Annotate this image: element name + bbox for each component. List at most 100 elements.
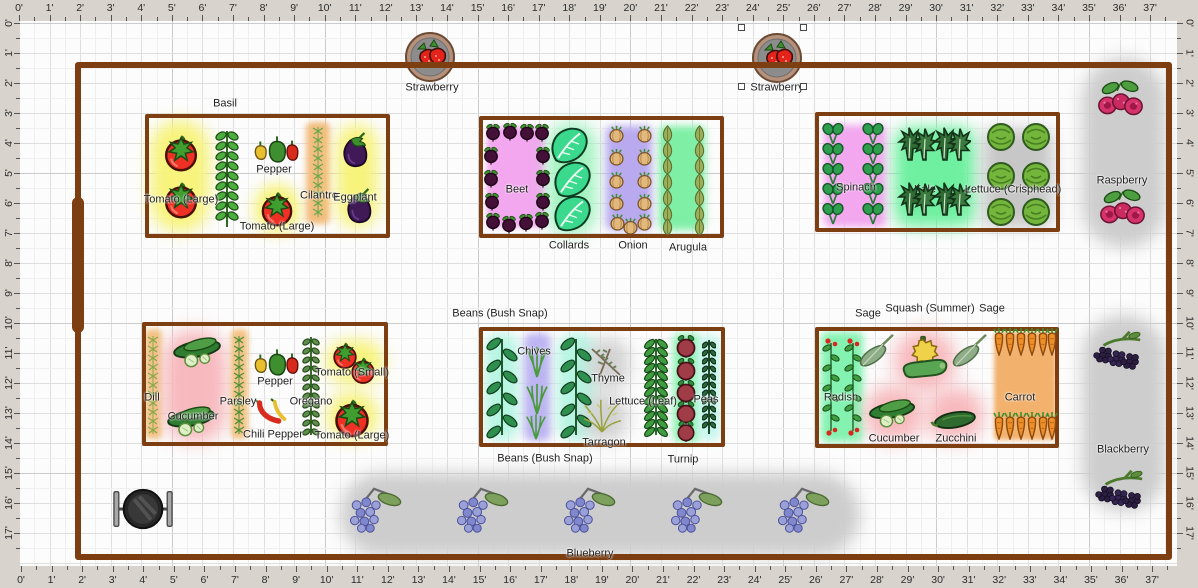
selection-handle[interactable] [738,24,745,31]
collard-icon[interactable] [551,158,595,198]
spinach-icon[interactable] [860,202,886,226]
beet-icon[interactable] [519,123,535,142]
lettuce-head-icon[interactable] [986,122,1016,152]
blueberry-icon[interactable] [561,485,617,533]
blackberry-icon[interactable] [1090,329,1146,371]
plant-label[interactable]: Carrot [1004,391,1036,404]
bean-icon[interactable] [558,335,594,439]
plant-label[interactable]: Tomato (Small) [315,366,389,379]
onion-icon[interactable] [622,216,639,236]
bed-basil[interactable] [145,114,390,238]
raspberry-icon[interactable] [1096,187,1148,229]
beet-icon[interactable] [501,215,517,234]
basil-icon[interactable] [213,127,241,231]
ruler-top[interactable] [0,0,1198,21]
carrot-icon[interactable] [1037,411,1049,440]
plant-label[interactable]: Lettuce (Leaf) [609,395,677,408]
plant-label[interactable]: Eggplant [333,191,377,204]
onion-icon[interactable] [609,212,626,232]
garden-gate[interactable] [72,197,84,333]
lettuce-head-icon[interactable] [1021,161,1051,191]
beet-icon[interactable] [502,122,518,141]
plant-label[interactable]: Peas [693,393,719,406]
carrot-icon[interactable] [1026,411,1038,440]
beet-icon[interactable] [535,169,551,188]
onion-icon[interactable] [608,192,625,212]
plant-label[interactable]: Pepper [256,163,292,176]
onion-icon[interactable] [636,147,653,167]
spinach-icon[interactable] [820,182,846,206]
onion-icon[interactable] [608,124,625,144]
plant-label[interactable]: Radish [823,391,859,404]
eggplant-icon[interactable] [343,187,375,227]
carrot-icon[interactable] [1015,411,1027,440]
plant-label[interactable]: Oregano [289,395,333,408]
tomato-icon[interactable] [159,129,203,173]
carrot-icon[interactable] [1004,327,1016,356]
plant-label[interactable]: Pepper [257,375,293,388]
plant-label[interactable]: Tomato (Large) [239,220,315,233]
blueberry-icon[interactable] [347,485,403,533]
chives-icon[interactable] [524,344,550,378]
selection-handle[interactable] [738,83,745,90]
plant-label[interactable]: Lettuce (Crisphead) [964,183,1062,196]
plant-label[interactable]: Chives [517,345,551,358]
selection-handle[interactable] [800,83,807,90]
lettuce-head-icon[interactable] [1021,122,1051,152]
plant-label[interactable]: Beans (Bush Snap) [497,452,593,465]
plant-label[interactable]: Tomato (Large) [314,429,390,442]
pepper-icon[interactable] [252,133,302,167]
carrot-icon[interactable] [1046,411,1058,440]
carrot-icon[interactable] [1015,327,1027,356]
spinach-icon[interactable] [820,122,846,146]
tomato-icon[interactable] [329,393,375,439]
ruler-left[interactable] [0,21,20,566]
plant-label[interactable]: Sage [855,307,881,320]
carrot-icon[interactable] [1004,411,1016,440]
peas-icon[interactable] [702,336,716,438]
spinach-icon[interactable] [820,142,846,166]
carrot-icon[interactable] [993,327,1005,356]
plant-label[interactable]: Turnip [667,453,699,466]
onion-icon[interactable] [636,192,653,212]
sage-icon[interactable] [950,331,992,369]
onion-icon[interactable] [636,124,653,144]
plant-label[interactable]: Blackberry [1097,443,1149,456]
spinach-icon[interactable] [860,142,886,166]
tomato-icon[interactable] [159,176,203,220]
plant-label[interactable]: Strawberry [750,81,804,94]
spinach-icon[interactable] [820,162,846,186]
chives-icon[interactable] [524,412,548,440]
oregano-icon[interactable] [300,333,322,439]
thyme-icon[interactable] [586,345,626,379]
plant-label[interactable]: Onion [618,239,648,252]
radish-icon[interactable] [844,335,862,439]
carrot-icon[interactable] [1037,327,1049,356]
blueberry-icon[interactable] [454,485,510,533]
cilantro-icon[interactable] [308,123,328,221]
plant-label[interactable]: Dill [144,391,160,404]
tomato-icon[interactable] [256,186,298,228]
lettuce-head-icon[interactable] [986,197,1016,227]
beet-icon[interactable] [534,123,550,142]
plant-label[interactable]: Basil [213,97,237,110]
beet-icon[interactable] [485,212,501,231]
plant-label[interactable]: Beet [505,183,529,196]
beet-icon[interactable] [534,211,550,230]
plant-label[interactable]: Arugula [669,241,707,254]
turnip-icon[interactable] [675,400,697,424]
cucumber-icon[interactable] [164,404,220,438]
onion-icon[interactable] [608,170,625,190]
dill-icon[interactable] [145,332,161,438]
blueberry-icon[interactable] [775,485,831,533]
pepper-icon[interactable] [252,346,302,380]
spinach-icon[interactable] [820,202,846,226]
spinach-icon[interactable] [860,162,886,186]
plant-label[interactable]: Squash (Summer) [885,302,975,315]
tomato-icon[interactable] [347,353,379,385]
beet-icon[interactable] [485,123,501,142]
cucumber-icon[interactable] [866,397,920,429]
kale-icon[interactable] [931,178,971,216]
plant-label[interactable]: Strawberry [405,81,459,94]
carrot-icon[interactable] [993,411,1005,440]
